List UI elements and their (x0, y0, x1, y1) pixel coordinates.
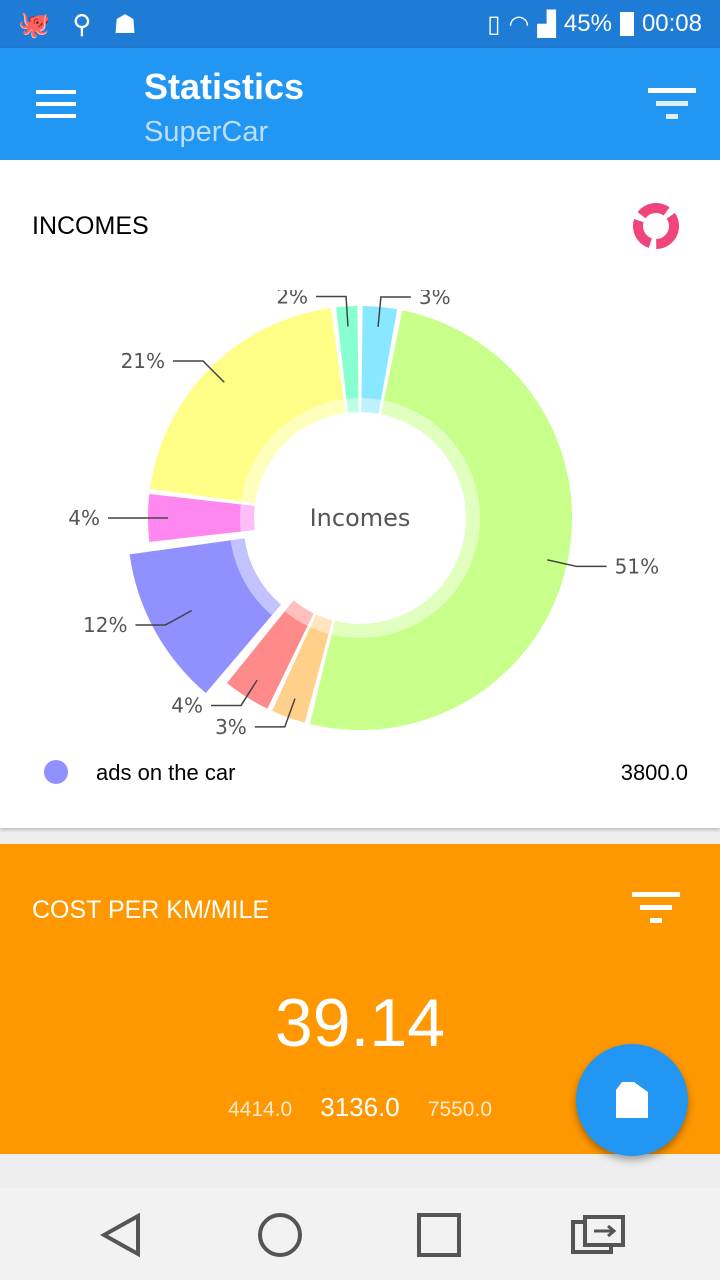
slice-label-line (316, 295, 349, 327)
donut-slice-inner-ring[interactable] (240, 504, 255, 532)
cost-header: COST PER KM/MILE (32, 896, 270, 924)
donut-center-label: Incomes (310, 504, 411, 532)
donut-slice[interactable] (150, 308, 346, 504)
fuel-canister-icon (616, 1082, 648, 1118)
cost-right-value: 7550.0 (427, 1098, 492, 1121)
donut-chart-icon[interactable] (630, 200, 682, 252)
legend-color-dot (44, 760, 68, 784)
battery-text: 45% (563, 10, 612, 37)
wifi-icon: ◠ (508, 10, 530, 38)
donut-slice-inner-ring[interactable] (310, 614, 333, 634)
filter-icon[interactable] (648, 88, 696, 124)
back-icon[interactable] (100, 1212, 144, 1258)
slice-percent-label: 3% (215, 715, 247, 739)
octopus-icon: 🐙 (18, 8, 51, 39)
cost-value: 39.14 (274, 985, 446, 1061)
status-bar: 🐙 ⚲ ☗ ▯ ◠ ▟ 45% 00:08 (0, 0, 720, 48)
donut-slice-inner-ring[interactable] (346, 398, 359, 413)
legend-value: 3800.0 (620, 760, 688, 785)
slice-label-line (173, 360, 225, 383)
incomes-donut-chart[interactable]: 3% 51% 3% 4% 12% 4% 21% 2% Incomes (0, 290, 720, 750)
donut-slice-inner-ring[interactable] (230, 538, 281, 616)
android-icon: ☗ (113, 8, 137, 39)
signal-icon: ▟ (537, 10, 556, 38)
donut-slice[interactable] (336, 306, 359, 413)
donut-slice[interactable] (129, 538, 281, 694)
donut-slice[interactable] (226, 600, 314, 709)
cost-left-value: 4414.0 (228, 1098, 293, 1121)
switch-app-icon[interactable] (570, 1214, 626, 1256)
add-fuel-button[interactable] (576, 1044, 688, 1156)
donut-slice[interactable] (309, 310, 572, 730)
cost-filter-icon[interactable] (632, 892, 680, 928)
navigation-bar (0, 1188, 720, 1280)
slice-label-line (135, 609, 193, 626)
home-icon[interactable] (257, 1212, 303, 1258)
battery-charging-icon (619, 12, 634, 36)
donut-slice-inner-ring[interactable] (241, 399, 346, 504)
incomes-header: INCOMES (32, 212, 149, 240)
cost-middle-value: 3136.0 (320, 1092, 400, 1122)
slice-label-line (211, 679, 258, 707)
donut-slice-inner-ring[interactable] (361, 398, 382, 414)
vibrate-icon: ▯ (487, 10, 501, 38)
slice-percent-label: 51% (615, 554, 659, 578)
page-title: Statistics (144, 66, 305, 107)
slice-label-line (547, 559, 607, 568)
slice-label-line (377, 296, 411, 327)
slice-percent-label: 3% (419, 290, 451, 309)
slice-percent-label: 2% (276, 290, 308, 308)
slice-percent-label: 21% (121, 349, 165, 373)
slice-percent-label: 12% (83, 613, 127, 637)
page-subtitle: SuperCar (144, 116, 269, 148)
legend-label: ads on the car (96, 760, 236, 785)
clock: 00:08 (641, 10, 702, 37)
donut-slice-inner-ring[interactable] (284, 600, 314, 626)
slice-label-line (254, 698, 296, 728)
slice-percent-label: 4% (68, 506, 100, 530)
hamburger-icon[interactable] (36, 90, 76, 118)
incomes-card: INCOMES 3% 51% 3% 4% 12% 4% 21% 2% Incomes ads o… (0, 160, 720, 828)
slice-percent-label: 4% (171, 693, 203, 717)
usb-icon: ⚲ (72, 8, 92, 39)
app-bar: Statistics SuperCar (0, 48, 720, 160)
donut-slice[interactable] (361, 306, 398, 414)
donut-slice[interactable] (272, 614, 333, 723)
donut-slice[interactable] (147, 494, 255, 542)
recents-icon[interactable] (416, 1212, 462, 1258)
